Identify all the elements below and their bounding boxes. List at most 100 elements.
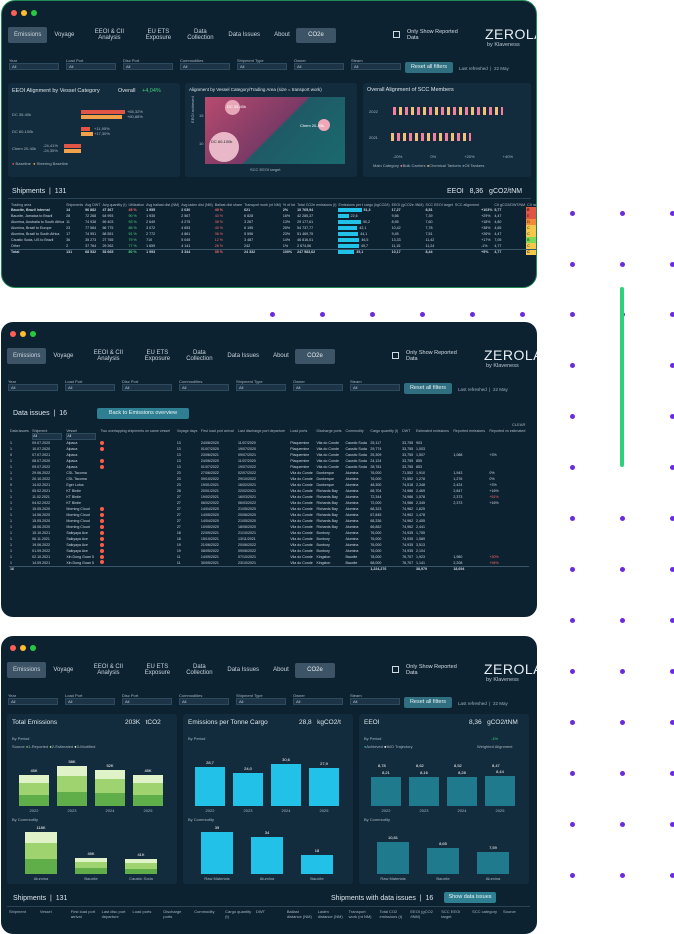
column-header[interactable]: Commodity xyxy=(345,428,364,433)
reset-filters-button[interactable]: Reset all filters xyxy=(405,62,453,73)
table-row[interactable]: Total 131 68 532 53 665 80 % 1 993 3 344 35 % 24… xyxy=(10,249,536,255)
table-row[interactable]: 1 15.05.2020 Morning Cloud 27 14/04/2020 21/0… xyxy=(9,506,529,512)
tab-about[interactable]: About xyxy=(274,31,290,38)
bar-segment[interactable] xyxy=(25,859,57,874)
table-row[interactable]: 0 14.02.2021 Eger Lotus 23 19/01/2021 16/02/2… xyxy=(9,482,529,488)
bar[interactable] xyxy=(377,842,409,874)
column-header[interactable]: SCC EEOI target xyxy=(425,202,453,207)
filter-dropdown[interactable]: All xyxy=(123,63,173,70)
table-row[interactable]: Other 2 37 764 29 262 77 % 1 659 4 141 28 % 242 1… xyxy=(10,243,536,249)
filter-dropdown[interactable]: All xyxy=(350,698,400,705)
column-header[interactable]: Reported emissions xyxy=(453,428,486,433)
column-header[interactable]: Reported vs estimated xyxy=(489,428,526,433)
column-header[interactable]: CII gCO2/DWT/NM xyxy=(494,202,526,207)
column-header[interactable]: Shipments xyxy=(66,202,84,207)
tab-eeoi-cii[interactable]: EEOI & CII Analysis xyxy=(93,349,124,363)
column-header[interactable]: Trading area xyxy=(11,202,32,207)
filter-dropdown[interactable]: All xyxy=(351,63,401,70)
table-row[interactable]: 1 14.06.2020 Morning Cloud 27 14/05/2020 20/0… xyxy=(9,512,529,518)
filter-dropdown[interactable]: All xyxy=(179,698,229,705)
column-header[interactable]: Data issues xyxy=(10,428,29,433)
bar-segment[interactable] xyxy=(133,795,163,806)
tab-about[interactable]: About xyxy=(273,352,289,359)
column-header[interactable]: Two overlapping shipments on same vessel xyxy=(100,428,170,433)
table-row[interactable]: 1 11.02.2021 KT Birdie 27 19/02/2021 16/03/20… xyxy=(9,494,529,500)
column-header[interactable]: Avg quantity (t) xyxy=(102,202,127,207)
column-header[interactable]: Vessel xyxy=(66,428,77,433)
tab-data-issues[interactable]: Data Issues xyxy=(228,31,261,38)
maximize-dot-icon[interactable] xyxy=(30,331,36,337)
co2e-button[interactable]: CO2e xyxy=(295,663,335,678)
column-header[interactable]: Transport work (nt NM) xyxy=(244,202,281,207)
filter-dropdown[interactable]: All xyxy=(237,63,287,70)
column-header[interactable]: First load port arrival xyxy=(70,909,96,919)
table-row[interactable]: 1 04.02.2022 KT Birdie 27 06/02/2022 06/03/20… xyxy=(9,500,529,506)
column-header[interactable]: DWT xyxy=(402,428,411,433)
filter-dropdown[interactable]: All xyxy=(8,698,58,705)
bar-segment[interactable] xyxy=(133,774,163,783)
filter-dropdown[interactable]: All xyxy=(65,698,115,705)
column-header[interactable]: Avg ballast dist (NM) xyxy=(146,202,180,207)
table-row[interactable]: Alumina, Brazil to Europe 23 77 584 66 775 8… xyxy=(10,225,536,231)
bar[interactable] xyxy=(271,764,301,806)
bar[interactable] xyxy=(409,776,439,806)
column-header[interactable]: EEOI (gCO2e /tNM) xyxy=(391,202,424,207)
filter-dropdown[interactable]: All xyxy=(236,384,286,391)
maximize-dot-icon[interactable] xyxy=(31,10,37,16)
table-row[interactable]: 0 07.07.2021 Alpaca 13 23/06/2021 09/07/2021 P… xyxy=(9,452,529,458)
column-header[interactable]: Total CO2e emissions (t) xyxy=(297,202,337,207)
bar-segment[interactable] xyxy=(25,842,57,860)
bar-segment[interactable] xyxy=(75,857,107,862)
tab-voyage[interactable]: Voyage xyxy=(54,31,75,38)
reported-data-checkbox[interactable] xyxy=(392,666,399,673)
table-row[interactable]: 1 09.07.2020 Alpaca 13 24/06/2020 11/07/2020 P… xyxy=(9,440,529,446)
column-filter-dropdown[interactable]: All xyxy=(32,433,63,440)
bar-segment[interactable] xyxy=(95,770,125,780)
column-header[interactable]: Commodity xyxy=(194,909,215,914)
tab-eeoi-cii[interactable]: EEOI & CII Analysis xyxy=(94,28,125,42)
column-header[interactable]: DWT xyxy=(256,909,266,914)
bar-segment[interactable] xyxy=(57,766,87,776)
bar-segment[interactable] xyxy=(125,863,157,869)
bar-segment[interactable] xyxy=(57,792,87,806)
reset-filters-button[interactable]: Reset all filters xyxy=(404,697,452,708)
filter-dropdown[interactable]: All xyxy=(8,384,58,391)
column-header[interactable]: Voyage days xyxy=(176,428,198,433)
reported-data-checkbox[interactable] xyxy=(393,31,400,38)
table-row[interactable]: 1 14.09.2021 Xin Dong Guan 5 11 30/05/2021 23… xyxy=(9,560,529,566)
column-header[interactable]: SCC category xyxy=(472,909,498,914)
table-row[interactable]: 1 15.05.2020 Morning Cloud 27 14/04/2020 21/0… xyxy=(9,518,529,524)
filter-dropdown[interactable]: All xyxy=(294,63,344,70)
close-dot-icon[interactable] xyxy=(10,331,16,337)
table-row[interactable]: Bauxite, Jamaica to Brazil 28 72 268 64 993… xyxy=(10,213,536,219)
table-row[interactable]: Bauxite, Brazil Internal 14 96 882 47 367 49… xyxy=(10,207,536,213)
close-dot-icon[interactable] xyxy=(11,10,17,16)
reported-data-checkbox[interactable] xyxy=(392,352,399,359)
bar-segment[interactable] xyxy=(25,832,57,843)
table-row[interactable]: 1 29.06.2022 CSL Tacoma 23 27/06/2022 02/07/2… xyxy=(9,470,529,476)
bar-segment[interactable] xyxy=(75,861,107,869)
bar[interactable] xyxy=(427,848,459,874)
filter-dropdown[interactable]: All xyxy=(350,384,400,391)
minimize-dot-icon[interactable] xyxy=(20,645,26,651)
bar[interactable] xyxy=(251,837,283,874)
table-row[interactable]: Alumina, Brazil to South Africa 17 74 951 6… xyxy=(10,231,536,237)
column-header[interactable]: Cargo quantity (t) xyxy=(370,428,399,433)
column-header[interactable]: Ballast dist share xyxy=(214,202,243,207)
tab-about[interactable]: About xyxy=(273,666,289,673)
clear-button[interactable]: CLEAR xyxy=(512,422,526,427)
table-row[interactable]: 1 20.10.2022 CSL Tacoma 23 09/10/2022 29/10/2… xyxy=(9,476,529,482)
bar[interactable] xyxy=(371,776,401,806)
filter-dropdown[interactable]: All xyxy=(179,384,229,391)
column-header[interactable]: Total CO2 emissions (t) xyxy=(379,909,403,919)
column-header[interactable]: EEOI (gCO2 /tNM) xyxy=(410,909,433,919)
column-header[interactable]: % of tot xyxy=(282,202,296,207)
bar[interactable] xyxy=(301,854,333,874)
filter-dropdown[interactable]: All xyxy=(66,63,116,70)
column-header[interactable]: Vessel xyxy=(39,909,52,914)
filter-dropdown[interactable]: All xyxy=(293,384,343,391)
filter-dropdown[interactable]: All xyxy=(65,384,115,391)
column-header[interactable]: Load ports xyxy=(132,909,152,914)
table-row[interactable]: 1 01.09.2022 Saikyaya Ace 19 08/05/2022 09/06… xyxy=(9,548,529,554)
column-header[interactable]: CII rating xyxy=(527,202,537,207)
